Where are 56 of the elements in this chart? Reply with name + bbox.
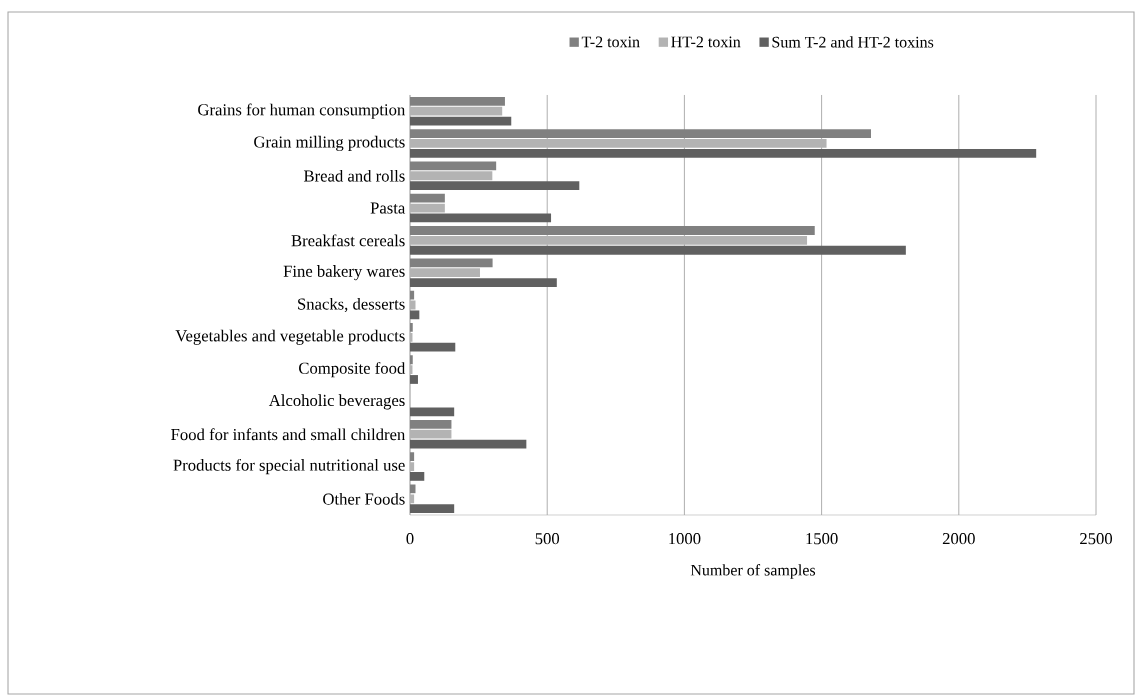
bar xyxy=(410,193,445,203)
bar xyxy=(410,439,527,449)
bar xyxy=(410,96,505,106)
bar xyxy=(410,106,503,116)
y-tick-label: Snacks, desserts xyxy=(298,297,405,313)
bar xyxy=(410,203,445,213)
y-tick-label: Grain milling products xyxy=(254,135,405,152)
y-tick-label: Breakfast cereals xyxy=(291,234,405,247)
bar xyxy=(410,278,557,287)
bar xyxy=(410,310,420,320)
bar xyxy=(410,429,452,439)
bar xyxy=(410,161,497,171)
bar xyxy=(410,504,455,514)
y-tick-label: Vegetables and vegetable products xyxy=(175,329,405,345)
y-tick-label: Food for infants and small children xyxy=(171,428,406,441)
bar xyxy=(410,171,493,181)
bar xyxy=(410,226,815,235)
y-tick-label: Fine bakery wares xyxy=(283,265,405,281)
legend-label: T-2 toxin xyxy=(581,36,640,48)
y-tick-label: Other Foods xyxy=(323,492,405,505)
x-tick-label: 2000 xyxy=(942,533,975,545)
bar xyxy=(410,494,415,504)
bar xyxy=(410,290,415,300)
bar xyxy=(410,245,906,255)
bar xyxy=(410,116,512,126)
bar xyxy=(410,355,413,365)
bar xyxy=(410,452,415,462)
y-tick-label: Grains for human consumption xyxy=(198,103,406,119)
y-tick-label: Bread and rolls xyxy=(303,169,405,182)
bar xyxy=(410,213,552,223)
bar xyxy=(410,258,493,268)
bar xyxy=(410,375,418,384)
y-tick-label: Pasta xyxy=(370,202,406,214)
bar xyxy=(410,268,480,278)
y-tick-label: Composite food xyxy=(299,361,406,378)
bar xyxy=(410,342,456,352)
x-tick-label: 2500 xyxy=(1080,533,1113,545)
bar xyxy=(410,235,808,245)
bar xyxy=(410,407,455,417)
y-tick-label: Alcoholic beverages xyxy=(268,394,405,410)
bar xyxy=(410,129,871,138)
bar xyxy=(410,472,425,481)
x-tick-label: 1500 xyxy=(806,533,838,545)
x-axis-title: Number of samples xyxy=(690,564,816,579)
bar xyxy=(410,139,827,148)
y-tick-label: Products for special nutritional use xyxy=(173,458,405,475)
legend-label: HT-2 toxin xyxy=(671,36,741,48)
bar xyxy=(410,462,415,471)
bar xyxy=(410,148,1037,158)
x-tick-label: 0 xyxy=(406,533,414,545)
bar xyxy=(410,419,452,429)
x-tick-label: 1000 xyxy=(669,533,701,545)
x-tick-label: 500 xyxy=(535,533,560,545)
bar xyxy=(410,181,580,191)
legend-label: Sum T-2 and HT-2 toxins xyxy=(772,36,934,48)
bar xyxy=(410,323,413,332)
